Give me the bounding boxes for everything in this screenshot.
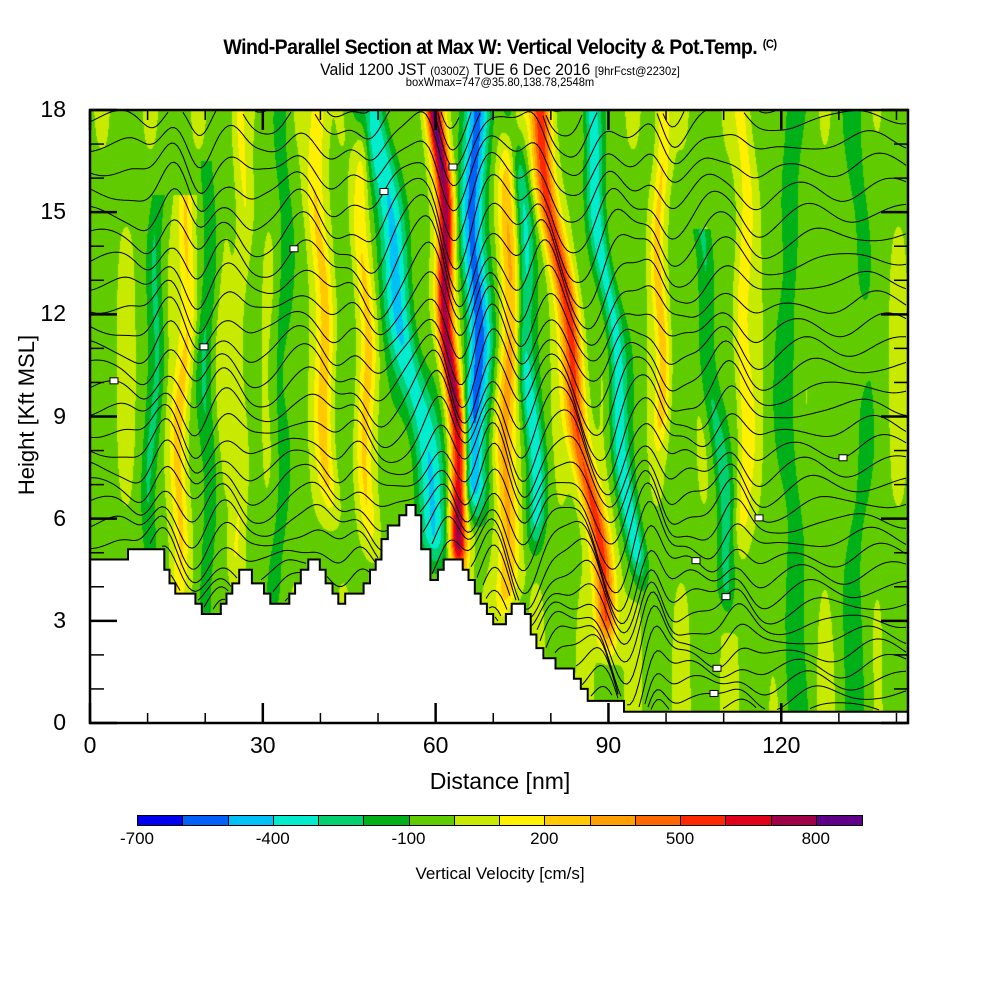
colorbar-bin [273, 816, 319, 825]
y-tick-label: 0 [53, 709, 66, 735]
colorbar-bin [726, 816, 772, 825]
theta-contour-line [440, 109, 562, 130]
colorbar-bin [138, 816, 184, 825]
contour-label [754, 514, 764, 522]
theta-contour-line [590, 685, 880, 711]
terrain-profile [89, 504, 909, 724]
theta-contour-line [89, 386, 907, 481]
theta-contour-line [488, 605, 907, 685]
valid-date: TUE 6 Dec 2016 [473, 60, 591, 79]
colorbar-bin [183, 816, 229, 825]
theta-contours [89, 109, 907, 711]
theta-contour-line [254, 109, 778, 151]
theta-contour-line [89, 215, 907, 309]
theta-contour-line [89, 239, 907, 330]
contour-label [691, 557, 701, 565]
contour-label [709, 689, 719, 697]
colorbar-bin [454, 816, 500, 825]
colorbar-bin [364, 816, 410, 825]
y-tick-label: 3 [53, 606, 66, 633]
copyright-mark: (C) [762, 37, 777, 51]
theta-contour-line [89, 135, 907, 212]
colorbar-tick-label: 800 [801, 829, 830, 848]
x-tick-label: 0 [83, 732, 97, 758]
colorbar-tick-label: -400 [255, 829, 290, 848]
x-tick-label: 30 [250, 732, 276, 758]
theta-contour-line [89, 264, 907, 346]
theta-contour-line [89, 407, 907, 496]
plot-frame [88, 108, 910, 725]
valid-time-line: Valid 1200 JST (0300Z) TUE 6 Dec 2016 [9… [35, 60, 965, 80]
colorbar-bin [635, 816, 681, 825]
y-axis-label: Height [Kft MSL] [14, 334, 39, 496]
colorbar-bin [590, 816, 636, 825]
axis-ticks [88, 108, 908, 725]
contour-label [448, 163, 458, 171]
y-tick-label: 15 [40, 198, 66, 225]
y-tick-label: 12 [40, 300, 66, 327]
colorbar-tick-label: 200 [530, 829, 559, 848]
theta-contour-line [494, 616, 907, 706]
contour-label [838, 454, 848, 462]
x-tick-label: 90 [595, 732, 622, 758]
theta-contour-line [203, 566, 907, 645]
chart-title-text: Wind-Parallel Section at Max W: Vertical… [223, 36, 758, 59]
y-tick-label: 18 [40, 96, 66, 122]
contour-label [379, 187, 389, 195]
theta-contour-line [554, 634, 907, 708]
valid-utc: (0300Z) [430, 64, 470, 78]
theta-contour-line [89, 151, 907, 242]
contour-label [712, 664, 722, 672]
x-tick-label: 120 [762, 732, 801, 758]
y-tick-label: 6 [53, 504, 66, 531]
valid-prefix: Valid 1200 JST [320, 60, 426, 79]
theta-contour-line [89, 367, 907, 462]
theta-contour-line [89, 468, 907, 545]
theta-contour-line [89, 111, 907, 187]
colorbar-title: Vertical Velocity [cm/s] [415, 864, 585, 883]
theta-contour-line [89, 421, 907, 508]
forecast-info: [9hrFcst@2230z] [594, 64, 680, 78]
theta-contour-line [89, 303, 907, 386]
theta-contour-line [212, 589, 907, 663]
colorbar-bin [545, 816, 591, 825]
box-wmax-info: boxWmax=747@35.80,138.78,2548m [405, 75, 595, 89]
x-tick-label: 60 [422, 732, 449, 758]
colorbar-tick-label: 500 [665, 829, 695, 848]
theta-contour-line [581, 664, 907, 710]
colorbar-bin [816, 816, 862, 825]
theta-contour-line [161, 528, 907, 625]
theta-contour-line [149, 518, 907, 612]
chart-title: Wind-Parallel Section at Max W: Vertical… [35, 36, 965, 60]
x-axis-label: Distance [nm] [429, 768, 571, 794]
theta-contour-line [89, 482, 907, 570]
colorbar-bin [681, 816, 727, 825]
colorbar [137, 815, 863, 826]
y-tick-label: 9 [53, 402, 66, 429]
colorbar-bin [228, 816, 274, 825]
theta-contour-line [89, 442, 907, 523]
colorbar-tick-label: -100 [391, 829, 426, 848]
theta-contour-line [89, 194, 907, 292]
colorbar-bin [500, 816, 546, 825]
theta-contour-line [89, 501, 907, 594]
colorbar-bin [319, 816, 365, 825]
theta-contour-line [89, 349, 907, 436]
theta-contour-line [575, 646, 907, 704]
theta-contour-line [89, 174, 907, 270]
contour-label [199, 343, 209, 351]
contour-label [289, 245, 299, 253]
colorbar-bin [409, 816, 455, 825]
contour-labels [109, 163, 848, 697]
contour-label [109, 377, 119, 385]
colorbar-tick-label: -700 [119, 829, 155, 848]
colorbar-bin [771, 816, 817, 825]
theta-contour-line [89, 285, 907, 362]
theta-contour-line [89, 328, 907, 409]
contour-label [721, 593, 731, 601]
